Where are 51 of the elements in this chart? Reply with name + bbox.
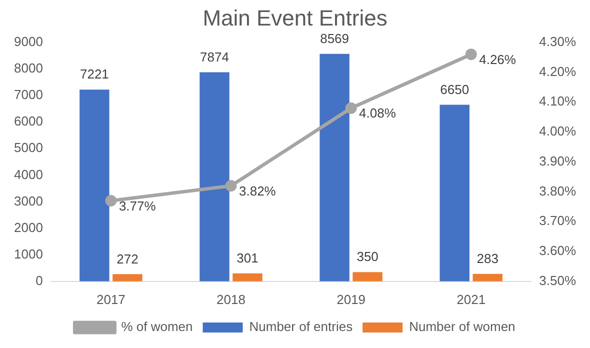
y2-tick-label: 3.90% bbox=[539, 153, 576, 168]
y-tick-label: 5000 bbox=[14, 140, 43, 156]
point bbox=[345, 102, 357, 114]
x-tick-label: 2017 bbox=[96, 292, 126, 307]
data-label: 3.82% bbox=[239, 183, 276, 198]
data-label: 350 bbox=[356, 249, 378, 264]
y2-tick-label: 4.20% bbox=[539, 64, 576, 79]
y-tick-label: 1000 bbox=[14, 246, 43, 262]
bar bbox=[440, 104, 470, 282]
y2-tick-label: 3.70% bbox=[539, 213, 576, 228]
y-tick-label: 3000 bbox=[14, 193, 43, 208]
y-tick-label: 6000 bbox=[14, 114, 43, 129]
y2-tick-label: 4.00% bbox=[539, 124, 576, 139]
data-label: 7874 bbox=[200, 49, 229, 64]
bar bbox=[232, 273, 262, 282]
x-tick-label: 2021 bbox=[456, 292, 486, 307]
y2-tick-label: 4.30% bbox=[539, 34, 576, 49]
bar bbox=[320, 54, 350, 282]
data-label: 4.08% bbox=[359, 106, 396, 121]
y2-tick-label: 4.10% bbox=[539, 94, 576, 109]
bar bbox=[352, 272, 382, 282]
bar bbox=[200, 72, 230, 282]
data-label: 3.77% bbox=[118, 198, 156, 214]
point bbox=[465, 48, 477, 60]
y2-tick-label: 3.60% bbox=[539, 243, 576, 258]
data-label: 6650 bbox=[440, 82, 470, 97]
data-label: 8569 bbox=[320, 30, 350, 46]
bar bbox=[112, 274, 142, 282]
legend-label: % of women bbox=[121, 319, 193, 334]
y-tick-label: 7000 bbox=[14, 87, 43, 102]
y-tick-label: 2000 bbox=[14, 220, 43, 235]
y-tick-label: 9000 bbox=[14, 34, 43, 49]
y2-tick-label: 3.50% bbox=[539, 272, 576, 288]
bar bbox=[472, 274, 502, 282]
data-label: 4.26% bbox=[479, 52, 516, 67]
y-tick-label: 0 bbox=[36, 272, 43, 288]
data-label: 272 bbox=[116, 251, 138, 266]
bar bbox=[80, 90, 110, 282]
point bbox=[105, 194, 117, 206]
chart-title: Main Event Entries bbox=[202, 5, 388, 30]
legend-label: Number of women bbox=[409, 319, 516, 334]
legend-label: Number of entries bbox=[249, 319, 354, 334]
x-tick-label: 2019 bbox=[336, 292, 366, 307]
x-tick-label: 2018 bbox=[216, 292, 246, 307]
y-tick-label: 8000 bbox=[14, 60, 43, 76]
y-tick-label: 4000 bbox=[14, 166, 43, 182]
y2-tick-label: 3.80% bbox=[539, 183, 576, 198]
data-label: 283 bbox=[476, 250, 498, 266]
data-label: 301 bbox=[236, 250, 258, 266]
point bbox=[225, 180, 237, 192]
data-label: 7221 bbox=[80, 66, 109, 82]
